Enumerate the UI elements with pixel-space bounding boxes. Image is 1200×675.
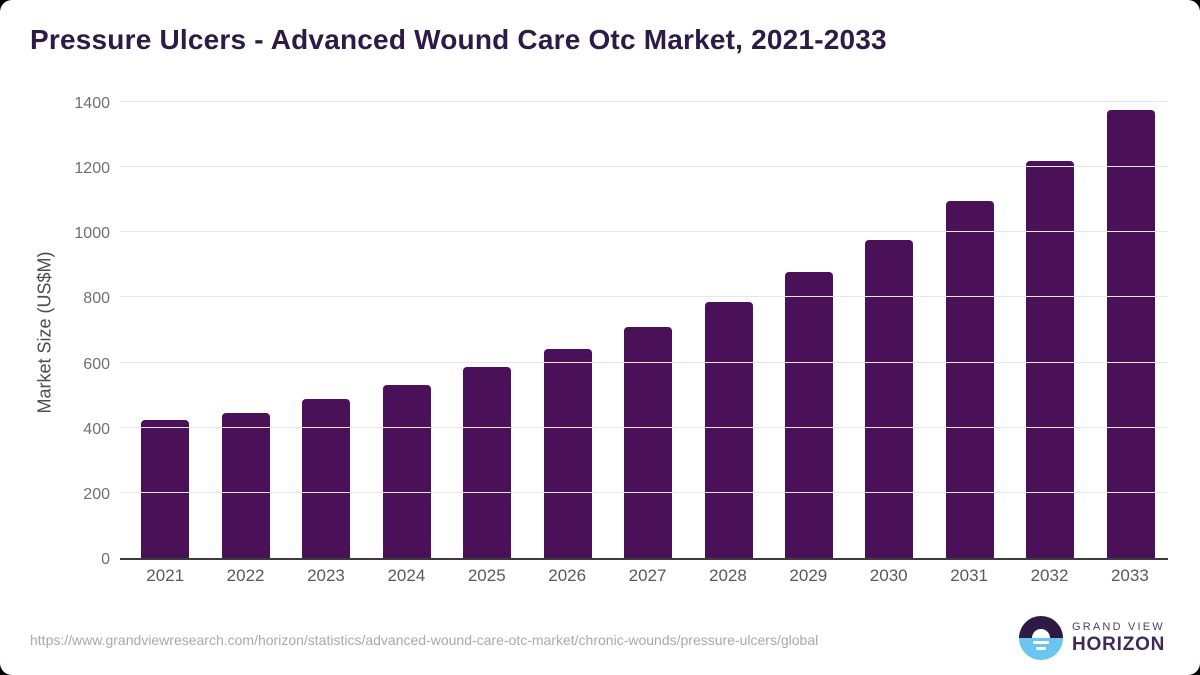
x-tick-label-2025: 2025 — [467, 566, 506, 585]
gridline — [120, 426, 1168, 428]
y-tick-label: 800 — [83, 290, 110, 308]
page-title: Pressure Ulcers - Advanced Wound Care Ot… — [30, 24, 887, 55]
bar-slot — [366, 102, 446, 558]
gridline — [120, 361, 1168, 363]
bar-slot — [125, 102, 205, 558]
icon-ripple-line — [1036, 647, 1046, 650]
source-url: https://www.grandviewresearch.com/horizo… — [30, 632, 819, 648]
bar-slot — [205, 102, 285, 558]
icon-ripple-line — [1033, 641, 1049, 644]
plot-area — [120, 101, 1171, 560]
bar-slot — [608, 102, 688, 558]
bars — [125, 102, 1171, 558]
x-tick-label-2021: 2021 — [146, 566, 185, 585]
y-tick-label: 1200 — [74, 160, 110, 178]
bar-2025 — [463, 367, 512, 558]
bar-2028 — [704, 302, 753, 558]
icon-sky-half — [1019, 616, 1063, 638]
bar-2030 — [865, 240, 914, 558]
bar-slot — [286, 102, 366, 558]
x-tick-label-2027: 2027 — [628, 566, 667, 585]
gridline — [120, 296, 1168, 298]
logo-text: GRAND VIEW HORIZON — [1072, 621, 1165, 655]
logo-line-grand-view: GRAND VIEW — [1072, 621, 1165, 633]
bar-slot — [849, 102, 929, 558]
y-tick-label: 1400 — [74, 95, 110, 112]
bar-2023 — [302, 398, 351, 558]
bar-2027 — [624, 327, 673, 558]
x-tick-label-2031: 2031 — [950, 566, 989, 585]
bar-2031 — [945, 201, 994, 558]
y-tick-label: 0 — [101, 551, 110, 568]
bar-2032 — [1026, 160, 1075, 558]
bar-slot — [1091, 102, 1171, 558]
gridline — [120, 231, 1168, 233]
y-tick-label: 400 — [83, 420, 110, 438]
bar-2024 — [382, 384, 431, 558]
y-axis-ticks: 0 200 400 600 800 1000 1200 1400 — [0, 95, 110, 568]
bar-slot — [527, 102, 607, 558]
x-tick-label-2029: 2029 — [789, 566, 828, 585]
x-tick-label-2032: 2032 — [1030, 566, 1069, 585]
x-tick-label-2024: 2024 — [387, 566, 426, 585]
bar-2022 — [221, 412, 270, 558]
bar-slot — [930, 102, 1010, 558]
bar-2029 — [784, 272, 833, 558]
horizon-sun-icon — [1019, 616, 1063, 660]
bar-2021 — [141, 419, 190, 558]
bar-slot — [447, 102, 527, 558]
x-axis-labels: 2021 2022 2023 2024 2025 2026 2027 2028 2029 2030… — [125, 566, 1170, 586]
x-tick-label-2026: 2026 — [548, 566, 587, 585]
x-tick-label-2033: 2033 — [1110, 566, 1149, 585]
bar-slot — [688, 102, 768, 558]
gridline — [120, 491, 1168, 493]
x-tick-label-2030: 2030 — [869, 566, 908, 585]
bar-2026 — [543, 348, 592, 558]
y-tick-label: 600 — [83, 355, 110, 373]
bar-slot — [1010, 102, 1090, 558]
bar-2033 — [1106, 110, 1155, 558]
grand-view-horizon-logo: GRAND VIEW HORIZON — [1019, 616, 1165, 660]
logo-line-horizon: HORIZON — [1072, 634, 1166, 655]
x-tick-label-2023: 2023 — [307, 566, 345, 585]
x-tick-label-2022: 2022 — [226, 566, 265, 585]
icon-sun-arch — [1032, 629, 1050, 638]
bar-slot — [769, 102, 849, 558]
x-tick-label-2028: 2028 — [709, 566, 747, 585]
y-tick-label: 200 — [83, 485, 110, 503]
gridline — [120, 166, 1168, 168]
gridline — [120, 101, 1168, 102]
y-tick-label: 1000 — [74, 225, 110, 243]
